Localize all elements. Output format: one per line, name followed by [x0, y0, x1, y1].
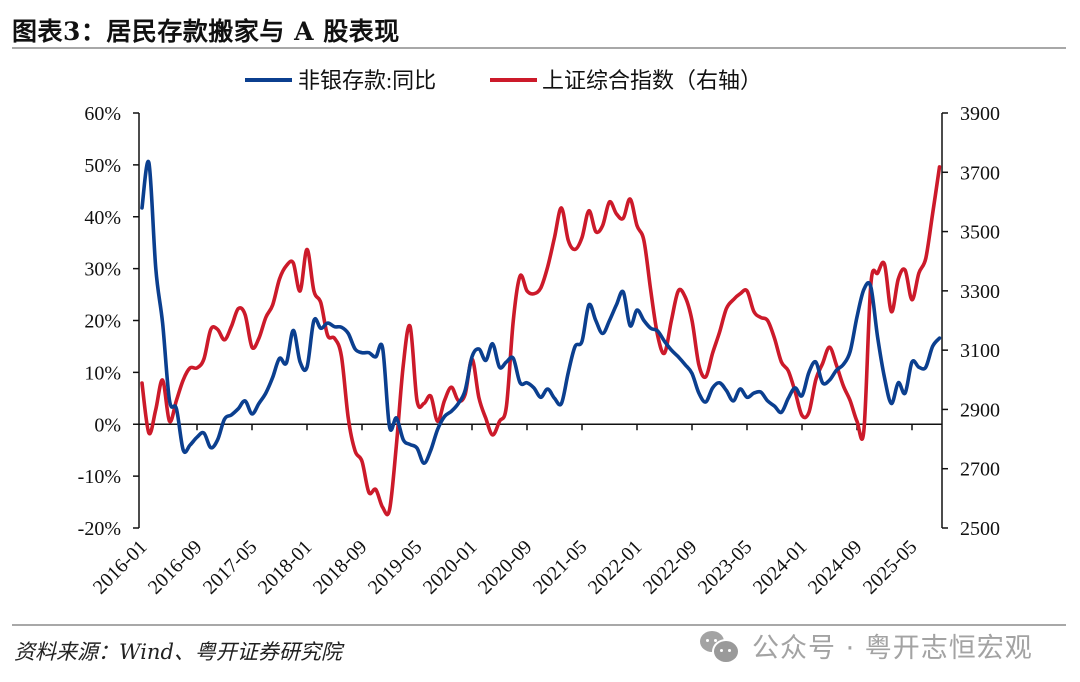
x-tick-label: 2016-09 [144, 536, 207, 599]
x-tick-label: 2025-05 [859, 536, 922, 599]
x-tick-label: 2023-05 [694, 536, 757, 599]
y-left-tick-label: 10% [84, 362, 121, 384]
y-right-tick-label: 3300 [960, 281, 1000, 303]
y-left-tick-label: 30% [84, 259, 121, 281]
x-tick-label: 2022-09 [639, 536, 702, 599]
y-right-tick-label: 3900 [960, 103, 1000, 125]
y-left-tick-label: 40% [84, 207, 121, 229]
y-right-tick-label: 3100 [960, 340, 1000, 362]
y-left-tick-label: 0% [94, 414, 121, 436]
y-left-tick-label: 50% [84, 155, 121, 177]
series-lines [140, 159, 942, 517]
source-note: 资料来源：Wind、粤开证券研究院 [14, 640, 342, 664]
x-tick-label: 2024-01 [749, 536, 812, 599]
axes [133, 112, 948, 529]
y-axis-left-labels: 60% 50% 40% 30% 20% 10% 0% -10% -20% [78, 103, 121, 540]
watermark: 公众号 · 粤开志恒宏观 [700, 624, 1033, 666]
top-divider [12, 47, 1066, 49]
chart: 非银存款:同比 上证综合指数（右轴） 60% 50% 40% 30% 20% 10% 0% -… [78, 68, 1000, 599]
x-tick-label: 2018-09 [309, 536, 372, 599]
y-right-tick-label: 2500 [960, 518, 1000, 540]
x-tick-label: 2021-05 [529, 536, 592, 599]
y-right-tick-label: 3700 [960, 162, 1000, 184]
legend: 非银存款:同比 上证综合指数（右轴） [245, 68, 762, 93]
x-tick-label: 2019-05 [364, 536, 427, 599]
watermark-text: 公众号 · 粤开志恒宏观 [752, 632, 1033, 664]
x-tick-label: 2022-01 [584, 536, 647, 599]
x-axis-labels: 2016-012016-092017-052018-012018-092019-… [89, 536, 922, 599]
x-tick-label: 2017-05 [199, 536, 262, 599]
y-right-tick-label: 2900 [960, 399, 1000, 421]
chart-title: 图表3：居民存款搬家与 A 股表现 [12, 17, 400, 46]
y-right-tick-label: 2700 [960, 459, 1000, 481]
x-tick-label: 2016-01 [89, 536, 152, 599]
y-left-tick-label: -20% [78, 518, 121, 540]
x-tick-label: 2020-09 [474, 536, 537, 599]
y-axis-right-labels: 3900 3700 3500 3300 3100 2900 2700 2500 [960, 103, 1000, 540]
wechat-icon [700, 629, 740, 664]
series-line-index [140, 165, 942, 517]
legend-label-deposit: 非银存款:同比 [298, 68, 436, 93]
series-line-deposit [140, 159, 942, 465]
bottom-divider [12, 624, 1066, 626]
x-tick-label: 2018-01 [254, 536, 317, 599]
y-right-tick-label: 3500 [960, 222, 1000, 244]
y-left-tick-label: -10% [78, 466, 121, 488]
x-tick-label: 2020-01 [419, 536, 482, 599]
y-left-tick-label: 20% [84, 311, 121, 333]
legend-label-index: 上证综合指数（右轴） [542, 68, 762, 93]
y-left-tick-label: 60% [84, 103, 121, 125]
x-tick-label: 2024-09 [804, 536, 867, 599]
